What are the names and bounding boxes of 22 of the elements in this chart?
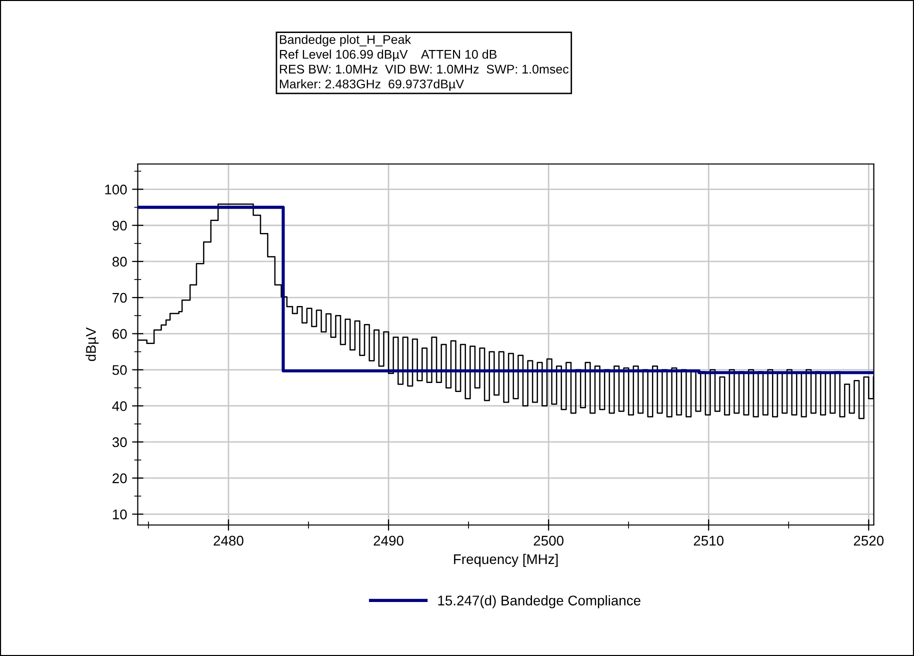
text: Ref Level 106.99 dBµV ATTEN 10 dB — [280, 50, 496, 62]
text: Marker: 2.483GHz 69.9737dBµV — [280, 79, 464, 91]
y-tick-label: 50 — [112, 365, 127, 375]
y-axis-title: dBµV — [86, 327, 99, 362]
x-tick-label: 2480 — [214, 536, 244, 546]
legend-label: 15.247(d) Bandedge Compliance — [438, 595, 640, 608]
y-tick-label: 90 — [112, 220, 127, 231]
text: RES BW: 1.0MHz VID BW: 1.0MHz SWP: 1.0msec — [280, 64, 569, 74]
x-tick-label: 2500 — [534, 536, 564, 546]
y-tick-label: 60 — [112, 329, 127, 339]
y-tick-label: 80 — [112, 256, 127, 267]
x-tick-label: 2510 — [694, 536, 724, 546]
text: Bandedge plot_H_Peak — [280, 34, 412, 46]
y-tick-label: 70 — [112, 292, 127, 303]
y-tick-label: 20 — [112, 473, 127, 484]
x-tick-label: 2490 — [374, 536, 404, 546]
y-tick-label: 40 — [112, 401, 127, 412]
x-axis-title: Frequency [MHz] — [454, 554, 558, 567]
y-tick-label: 30 — [112, 437, 127, 448]
y-tick-label: 100 — [105, 184, 127, 194]
x-tick-label: 2520 — [854, 536, 884, 546]
y-tick-label: 10 — [112, 510, 127, 520]
